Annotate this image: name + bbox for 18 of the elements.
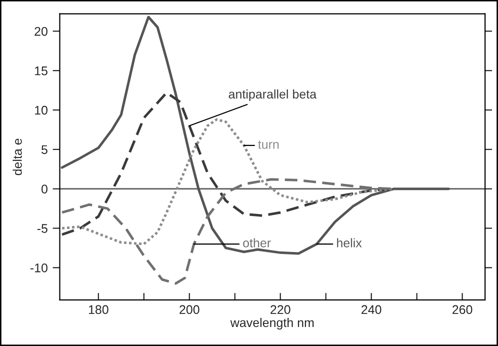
y-axis-title: delta e (12, 138, 22, 176)
x-tick-label: 240 (362, 305, 382, 314)
x-tick-label: 220 (270, 305, 290, 314)
y-tick-label: -10 (30, 263, 48, 272)
x-tick-label: 200 (180, 305, 200, 314)
series-label: turn (258, 140, 279, 149)
y-tick-label: 5 (42, 145, 48, 154)
x-tick-label: 260 (452, 305, 472, 314)
y-tick-label: 20 (34, 26, 48, 36)
x-tick-label: 180 (88, 305, 108, 314)
y-tick-label: -5 (37, 224, 48, 233)
y-tick-label: 15 (35, 66, 48, 76)
text: antiparallel beta (228, 89, 317, 102)
y-tick-label: 0 (41, 184, 48, 194)
x-axis-title: wavelength nm (230, 318, 314, 330)
text: other (243, 238, 271, 248)
series-label: helix (337, 238, 362, 248)
y-tick-label: 10 (35, 106, 48, 115)
